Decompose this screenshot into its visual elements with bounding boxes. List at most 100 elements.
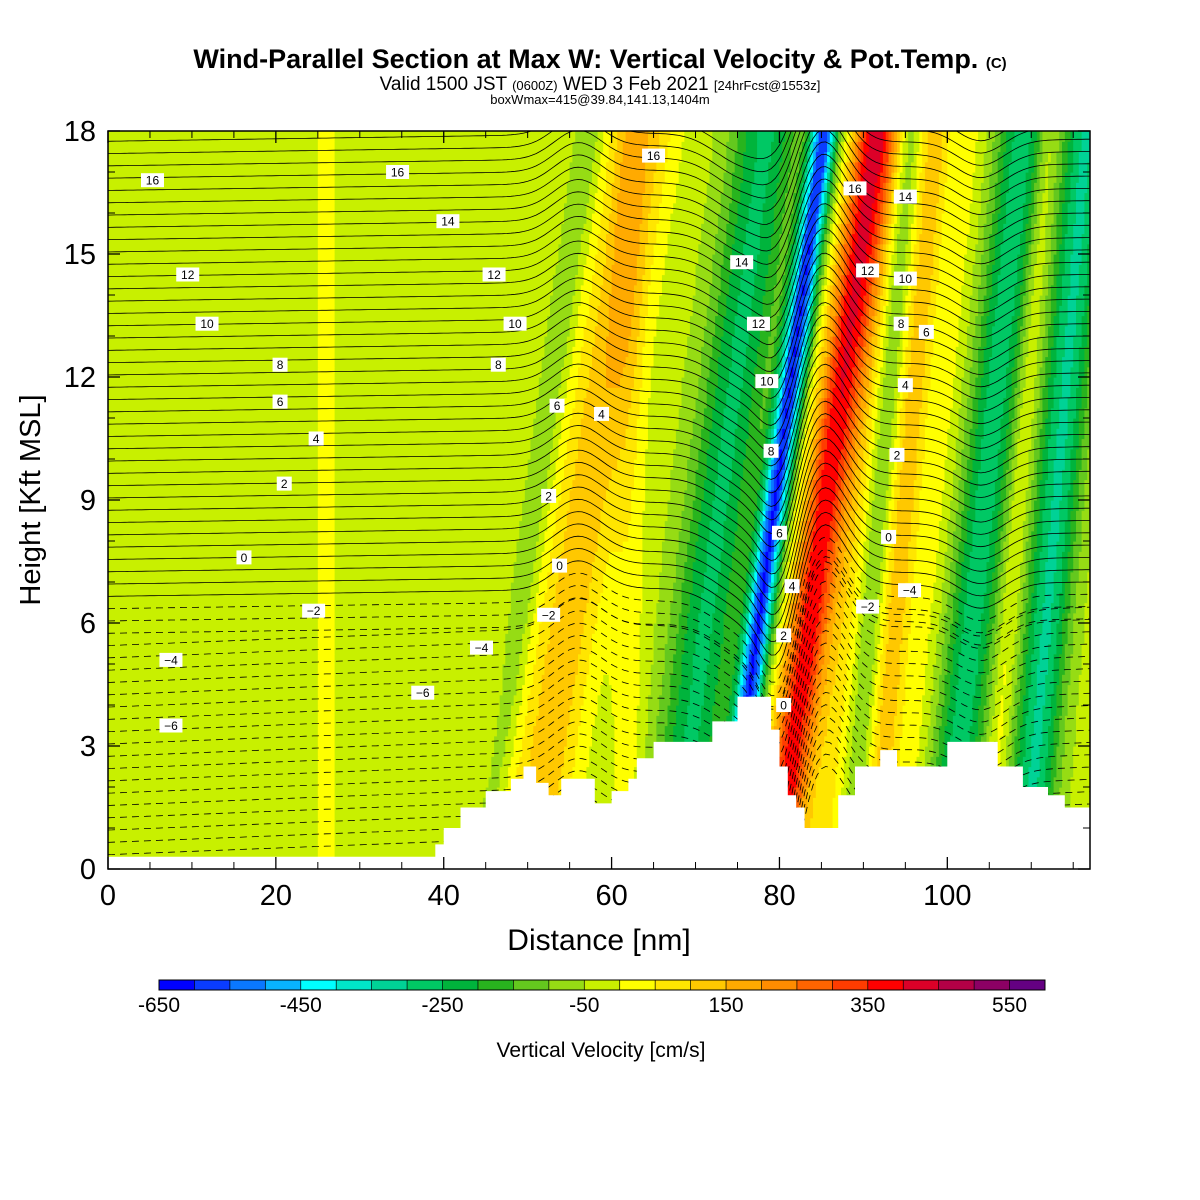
velocity-cell (678, 541, 688, 552)
velocity-cell (572, 295, 582, 306)
velocity-cell (773, 336, 781, 347)
velocity-cell (1000, 541, 1004, 552)
velocity-cell (1050, 705, 1058, 716)
velocity-cell (586, 254, 596, 265)
velocity-cell (894, 387, 901, 399)
velocity-cell (983, 602, 990, 614)
velocity-cell (829, 377, 837, 388)
velocity-cell (592, 735, 615, 747)
velocity-cell (1039, 643, 1049, 655)
velocity-cell (653, 356, 685, 368)
velocity-cell (941, 643, 948, 655)
velocity-cell (799, 489, 806, 501)
velocity-cell (885, 653, 901, 665)
velocity-cell (569, 418, 582, 429)
velocity-cell (815, 705, 823, 716)
velocity-cell (536, 653, 546, 665)
velocity-cell (757, 500, 761, 511)
velocity-cell (916, 541, 940, 552)
velocity-cell (1025, 735, 1032, 747)
velocity-cell (1078, 571, 1088, 583)
velocity-cell (1031, 541, 1038, 552)
velocity-cell (334, 407, 537, 419)
velocity-cell (659, 592, 674, 604)
velocity-cell (969, 305, 979, 317)
velocity-cell (768, 674, 772, 686)
velocity-cell (938, 684, 946, 696)
velocity-cell (748, 561, 753, 573)
velocity-cell (564, 746, 576, 757)
velocity-cell (757, 571, 761, 583)
velocity-cell (1045, 766, 1052, 778)
velocity-cell (611, 264, 638, 276)
velocity-cell (317, 418, 336, 429)
velocity-cell (494, 746, 506, 757)
velocity-cell (919, 233, 934, 245)
velocity-cell (1078, 284, 1086, 296)
velocity-cell (821, 274, 825, 286)
velocity-cell (796, 776, 800, 788)
velocity-cell (1045, 582, 1055, 593)
velocity-cell (824, 233, 828, 245)
velocity-cell (880, 233, 884, 245)
velocity-cell (815, 315, 820, 327)
velocity-cell (835, 336, 842, 347)
velocity-cell (586, 315, 599, 327)
velocity-cell (695, 397, 708, 409)
velocity-cell (790, 438, 795, 450)
velocity-cell (986, 582, 993, 593)
velocity-cell (1048, 264, 1055, 276)
velocity-cell (317, 274, 336, 286)
velocity-cell (933, 243, 940, 255)
velocity-cell (533, 571, 540, 583)
velocity-cell (793, 346, 797, 358)
velocity-cell (994, 243, 1002, 255)
velocity-cell (966, 243, 976, 255)
velocity-cell (958, 674, 976, 686)
velocity-cell (1062, 705, 1069, 716)
velocity-cell (524, 715, 537, 727)
velocity-cell (857, 397, 862, 409)
velocity-cell (852, 336, 859, 347)
velocity-cell (854, 705, 870, 716)
velocity-cell (757, 643, 761, 655)
velocity-cell (813, 284, 817, 296)
velocity-cell (787, 274, 792, 286)
velocity-cell (941, 756, 951, 768)
velocity-cell (1042, 459, 1049, 470)
velocity-cell (854, 520, 862, 532)
velocity-cell (992, 520, 999, 532)
velocity-cell (779, 489, 783, 501)
velocity-cell (1008, 510, 1013, 522)
velocity-cell (894, 725, 904, 737)
velocity-cell (656, 223, 671, 235)
velocity-cell (891, 223, 895, 235)
velocity-cell (636, 346, 643, 358)
velocity-cell (317, 776, 336, 788)
velocity-cell (1006, 735, 1013, 747)
velocity-cell (544, 346, 568, 358)
velocity-cell (765, 541, 769, 552)
velocity-cell (941, 715, 948, 727)
velocity-cell (642, 602, 657, 614)
velocity-cell (813, 295, 817, 306)
velocity-cell (975, 387, 982, 399)
velocity-cell (827, 356, 831, 368)
velocity-cell (919, 407, 929, 419)
velocity-cell (751, 551, 755, 563)
velocity-cell (1062, 633, 1069, 645)
velocity-cell (846, 448, 850, 460)
velocity-cell (639, 633, 655, 645)
velocity-cell (664, 530, 680, 542)
velocity-cell (852, 500, 859, 511)
velocity-cell (868, 223, 876, 235)
velocity-cell (980, 336, 988, 347)
velocity-cell (759, 407, 764, 419)
velocity-cell (944, 469, 954, 481)
velocity-cell (779, 336, 783, 347)
velocity-cell (801, 407, 806, 419)
velocity-cell (804, 735, 809, 747)
velocity-cell (779, 428, 783, 440)
velocity-cell (902, 346, 906, 358)
